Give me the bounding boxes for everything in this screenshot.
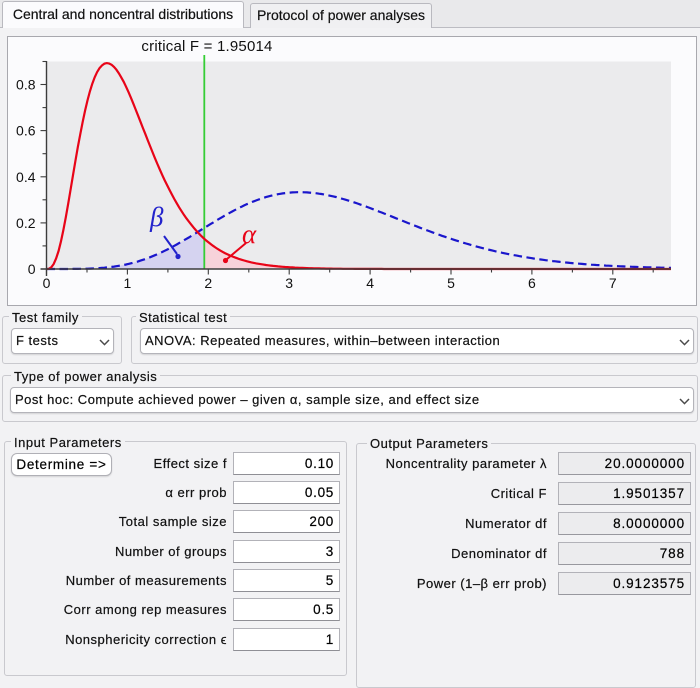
svg-text:7: 7 (609, 275, 617, 291)
svg-text:0.8: 0.8 (16, 77, 36, 93)
svg-text:0.4: 0.4 (16, 169, 36, 185)
svg-text:β: β (149, 202, 164, 232)
svg-text:3: 3 (285, 275, 293, 291)
svg-text:0: 0 (43, 275, 51, 291)
svg-text:α: α (242, 219, 257, 249)
svg-text:4: 4 (366, 275, 374, 291)
svg-text:0.6: 0.6 (16, 123, 36, 139)
svg-text:2: 2 (204, 275, 212, 291)
svg-text:0: 0 (28, 261, 36, 277)
svg-text:1: 1 (124, 275, 132, 291)
svg-text:0.2: 0.2 (16, 215, 36, 231)
svg-text:critical F = 1.95014: critical F = 1.95014 (141, 38, 272, 55)
svg-text:6: 6 (528, 275, 536, 291)
svg-text:5: 5 (447, 275, 455, 291)
